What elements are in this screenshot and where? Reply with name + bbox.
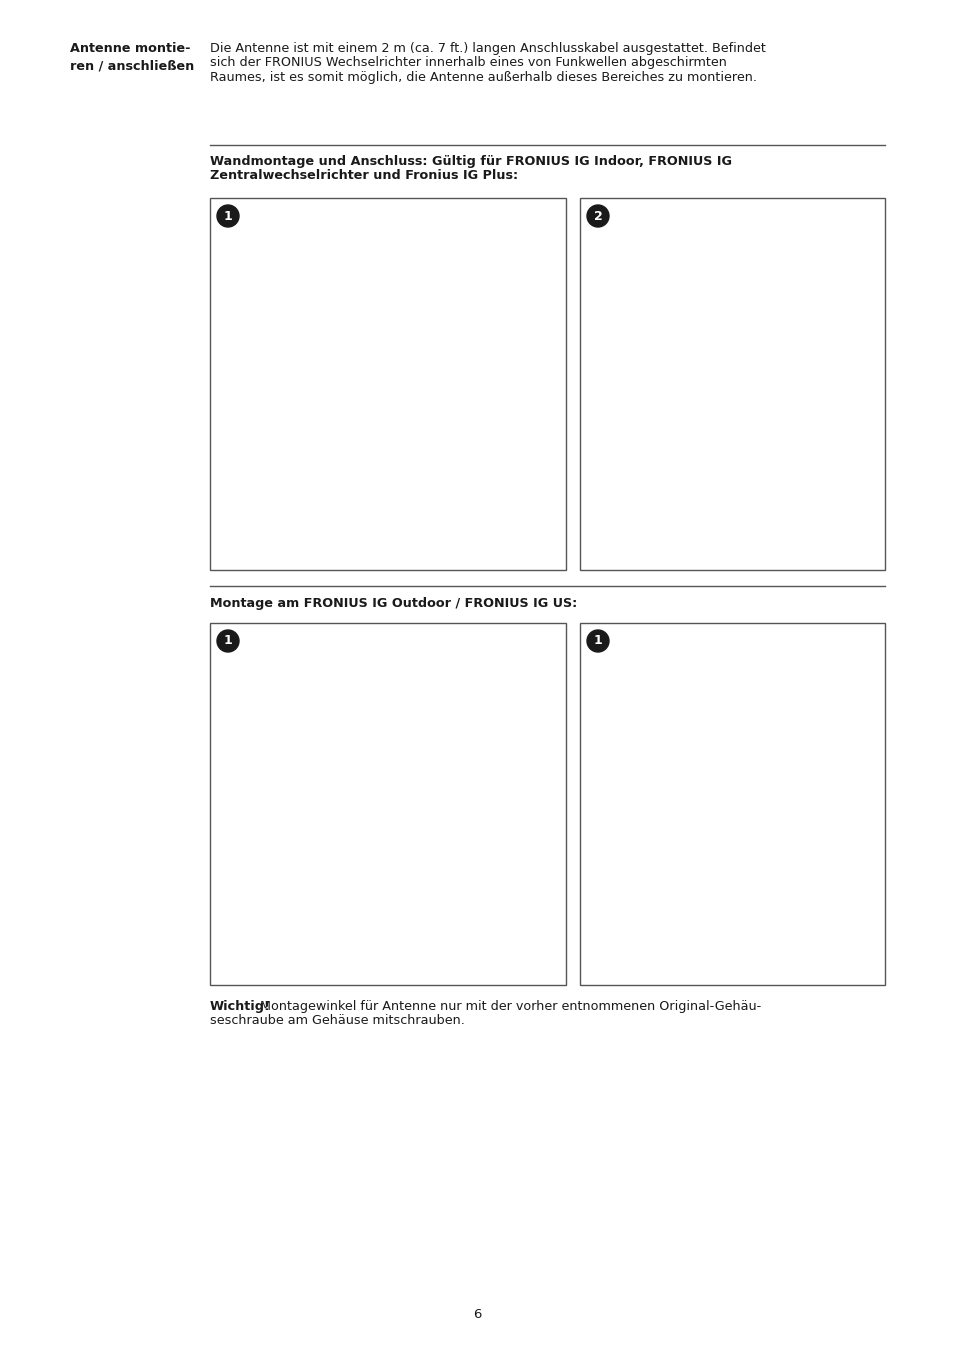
Text: Montage am FRONIUS IG Outdoor / FRONIUS IG US:: Montage am FRONIUS IG Outdoor / FRONIUS … [210, 597, 577, 611]
Circle shape [216, 630, 239, 653]
Text: Montagewinkel für Antenne nur mit der vorher entnommenen Original-Gehäu-: Montagewinkel für Antenne nur mit der vo… [255, 1000, 760, 1013]
Text: Antenne montie-
ren / anschließen: Antenne montie- ren / anschließen [70, 42, 194, 73]
Bar [579, 199, 884, 570]
Text: Raumes, ist es somit möglich, die Antenne außerhalb dieses Bereiches zu montiere: Raumes, ist es somit möglich, die Antenn… [210, 70, 757, 84]
Text: Wichtig!: Wichtig! [210, 1000, 271, 1013]
Text: 2: 2 [593, 209, 601, 223]
Text: Wandmontage und Anschluss: Gültig für FRONIUS IG Indoor, FRONIUS IG: Wandmontage und Anschluss: Gültig für FR… [210, 155, 731, 168]
Text: 1: 1 [593, 635, 601, 647]
Text: 1: 1 [223, 635, 233, 647]
Bar [579, 623, 884, 985]
Circle shape [586, 630, 608, 653]
Text: Zentralwechselrichter und Fronius IG Plus:: Zentralwechselrichter und Fronius IG Plu… [210, 169, 517, 182]
Circle shape [216, 205, 239, 227]
Text: Die Antenne ist mit einem 2 m (ca. 7 ft.) langen Anschlusskabel ausgestattet. Be: Die Antenne ist mit einem 2 m (ca. 7 ft.… [210, 42, 765, 55]
Text: 1: 1 [223, 209, 233, 223]
Bar [210, 623, 565, 985]
Text: sich der FRONIUS Wechselrichter innerhalb eines von Funkwellen abgeschirmten: sich der FRONIUS Wechselrichter innerhal… [210, 57, 726, 69]
Circle shape [586, 205, 608, 227]
Text: seschraube am Gehäuse mitschrauben.: seschraube am Gehäuse mitschrauben. [210, 1015, 464, 1027]
Bar [210, 199, 565, 570]
Text: 6: 6 [473, 1309, 480, 1321]
